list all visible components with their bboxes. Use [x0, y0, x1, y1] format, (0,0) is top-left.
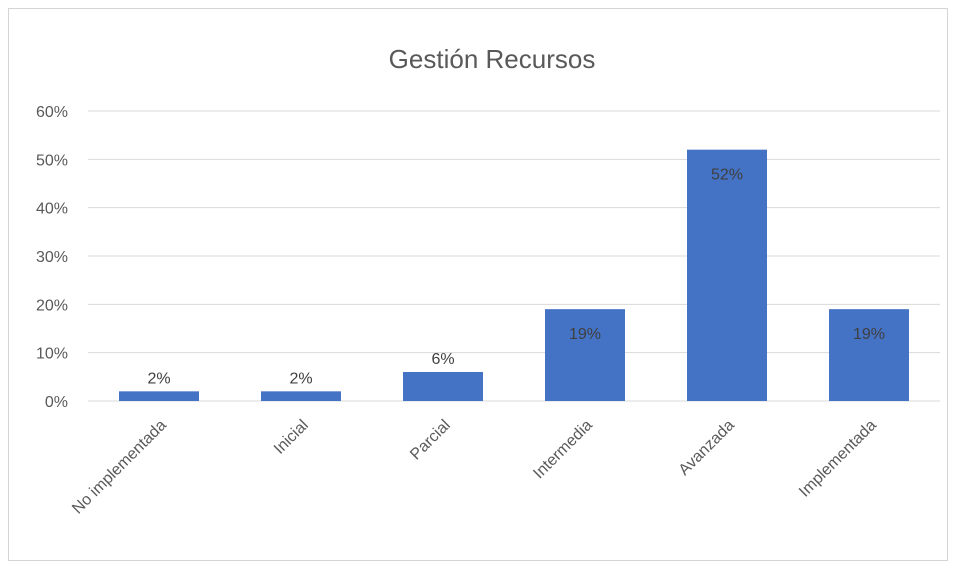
- data-label: 19%: [569, 326, 601, 343]
- x-axis-categories: No implementada Inicial Parcial Intermedia A…: [69, 417, 880, 518]
- bar: [545, 309, 625, 401]
- bar: [687, 149, 767, 401]
- bar: [829, 309, 909, 401]
- y-tick-label: 60%: [36, 104, 68, 121]
- chart-title: Gestión Recursos: [389, 44, 596, 74]
- data-label: 2%: [147, 370, 170, 387]
- y-tick-label: 0%: [45, 394, 68, 411]
- category-label: Implementada: [796, 417, 880, 501]
- data-label: 2%: [289, 370, 312, 387]
- bar: [403, 372, 483, 401]
- y-tick-label: 30%: [36, 249, 68, 266]
- bar: [261, 391, 341, 401]
- bars: [119, 149, 909, 401]
- chart-frame: [8, 8, 948, 561]
- category-label: Intermedia: [530, 417, 596, 483]
- category-label: Inicial: [271, 417, 312, 458]
- data-labels: 2% 2% 6% 19% 52% 19%: [147, 167, 885, 388]
- data-label: 52%: [711, 167, 743, 184]
- category-label: Parcial: [407, 417, 454, 464]
- category-label: Avanzada: [676, 417, 738, 479]
- y-axis-ticks: 0% 10% 20% 30% 40% 50% 60%: [36, 104, 68, 411]
- y-tick-label: 40%: [36, 201, 68, 218]
- y-tick-label: 50%: [36, 152, 68, 169]
- y-tick-label: 10%: [36, 346, 68, 363]
- data-label: 19%: [853, 326, 885, 343]
- category-label: No implementada: [69, 417, 170, 518]
- data-label: 6%: [431, 351, 454, 368]
- gridlines: [88, 110, 940, 402]
- bar: [119, 391, 199, 401]
- y-tick-label: 20%: [36, 297, 68, 314]
